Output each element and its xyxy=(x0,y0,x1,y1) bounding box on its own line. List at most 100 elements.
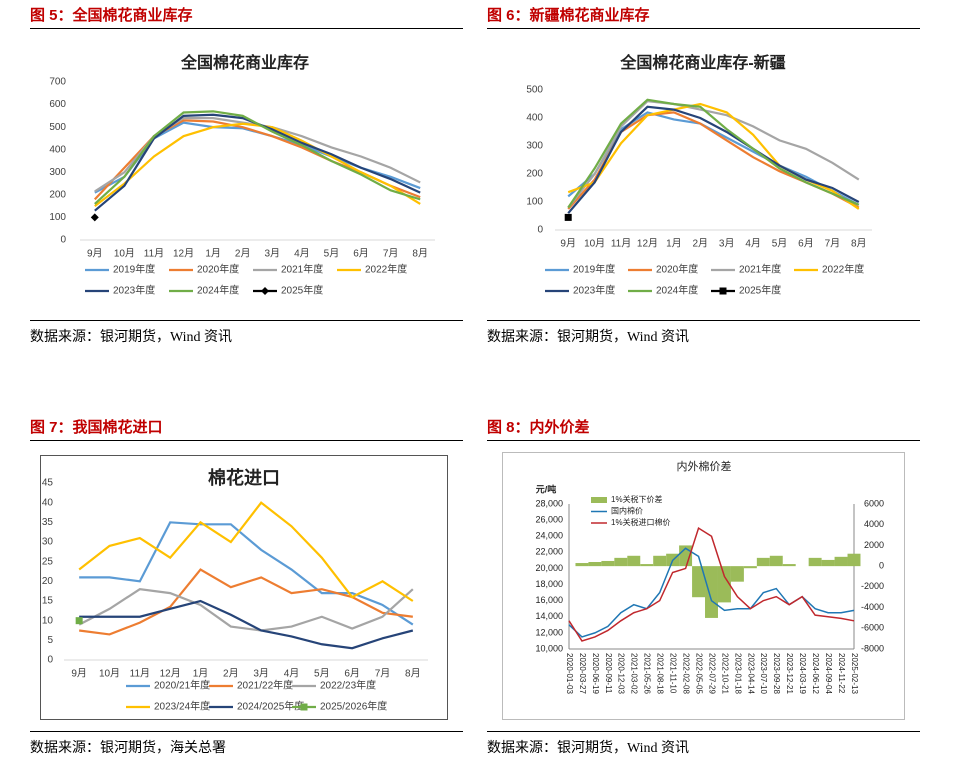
x-tick-label: 2月 xyxy=(223,668,239,680)
legend-label: 2024年度 xyxy=(656,284,698,297)
y-tick-label: 20,000 xyxy=(535,563,563,573)
series-line xyxy=(79,599,414,650)
source: 数据来源：银河期货，Wind 资讯 xyxy=(30,320,463,346)
y2-tick-label: 0 xyxy=(879,561,884,571)
x-tick-label: 2024-03-19 xyxy=(798,653,807,694)
x-tick-label: 2023-07-10 xyxy=(759,653,768,694)
chart: 全国棉花商业库存-新疆 0 100 200 300 400 500 9月 10月 11月 12月 1月… xyxy=(526,53,872,297)
x-tick-label: 2022-07-29 xyxy=(707,653,716,694)
series-line xyxy=(78,588,414,632)
y-tick-label: 10,000 xyxy=(535,643,563,653)
x-tick-label: 6月 xyxy=(344,668,360,680)
x-tick-label: 12月 xyxy=(160,668,181,680)
x-tick-label: 2021-03-02 xyxy=(630,653,639,694)
x-tick-label: 8月 xyxy=(851,238,867,250)
series-line xyxy=(568,527,855,642)
bar xyxy=(614,557,628,567)
bar xyxy=(769,555,783,567)
series-line xyxy=(567,111,860,206)
y-tick-label: 24,000 xyxy=(535,531,563,541)
x-tick-label: 2023-09-28 xyxy=(772,653,781,694)
series-line xyxy=(79,568,413,636)
x-tick-label: 2024-09-04 xyxy=(824,653,833,694)
bar xyxy=(588,562,602,567)
series-line xyxy=(94,113,421,212)
bar xyxy=(627,555,641,567)
legend-label: 2025年度 xyxy=(281,284,323,297)
x-tick-label: 9月 xyxy=(560,238,576,250)
x-tick-label: 2022-10-21 xyxy=(720,653,729,694)
bar xyxy=(821,559,835,567)
bar xyxy=(847,553,861,567)
bar xyxy=(743,566,757,569)
bar xyxy=(692,566,706,598)
x-tick-label: 3月 xyxy=(253,668,269,680)
y-tick-label: 100 xyxy=(49,212,66,223)
legend-label: 2023年度 xyxy=(573,284,615,297)
y-tick-label: 28,000 xyxy=(535,498,563,508)
y-tick-label: 400 xyxy=(526,113,543,124)
y2-tick-label: 6000 xyxy=(864,498,884,508)
source: 数据来源：银河期货，Wind 资讯 xyxy=(487,731,920,757)
x-tick-label: 11月 xyxy=(144,248,164,260)
x-tick-label: 2024-11-22 xyxy=(837,653,846,694)
x-tick-label: 2021-11-10 xyxy=(669,653,678,694)
y-tick-label: 45 xyxy=(42,478,54,489)
legend-label: 2021/22年度 xyxy=(237,679,293,692)
bar xyxy=(653,555,667,567)
y-tick-label: 0 xyxy=(47,655,53,666)
chart: 全国棉花商业库存 0 100 200 300 400 500 600 700 9月 10月 11月 12… xyxy=(49,53,435,297)
x-tick-label: 2020-06-19 xyxy=(591,653,600,694)
y-tick-label: 20 xyxy=(42,576,54,587)
y-tick-label: 30 xyxy=(42,537,54,548)
chart-title: 内外棉价差 xyxy=(677,459,732,473)
x-tick-label: 2022-02-08 xyxy=(681,653,690,694)
x-tick-label: 1月 xyxy=(666,238,682,250)
legend-label: 2024/2025年度 xyxy=(237,700,304,713)
y2-tick-label: -2000 xyxy=(861,581,884,591)
y-tick-label: 5 xyxy=(47,635,53,646)
bar xyxy=(782,564,796,567)
y-tick-label: 200 xyxy=(526,169,543,180)
x-tick-label: 7月 xyxy=(825,238,841,250)
y-tick-label: 600 xyxy=(49,99,66,110)
x-tick-label: 2024-06-12 xyxy=(811,653,820,694)
series-line xyxy=(94,122,421,208)
legend-swatch xyxy=(591,497,607,503)
x-tick-label: 2020-03-27 xyxy=(578,653,587,694)
y-tick-label: 300 xyxy=(49,167,66,178)
x-tick-label: 2020-01-03 xyxy=(565,653,574,694)
legend-label: 国内棉价 xyxy=(611,506,643,516)
legend-label: 2023年度 xyxy=(113,284,155,297)
x-tick-label: 10月 xyxy=(114,248,135,260)
y2-tick-label: 4000 xyxy=(864,519,884,529)
x-tick-label: 4月 xyxy=(294,248,310,260)
y-tick-label: 300 xyxy=(526,141,543,152)
series-line xyxy=(567,98,860,209)
y-tick-label: 15 xyxy=(42,596,54,607)
x-tick-label: 6月 xyxy=(353,248,369,260)
bar xyxy=(705,566,718,618)
y-tick-label: 10 xyxy=(42,615,54,626)
bar xyxy=(808,557,822,567)
x-tick-label: 2023-01-18 xyxy=(733,653,742,694)
x-tick-label: 2023-12-21 xyxy=(785,653,794,694)
x-tick-label: 3月 xyxy=(265,248,281,260)
y-axis-label: 元/吨 xyxy=(536,483,557,494)
bar xyxy=(640,564,654,567)
x-tick-label: 3月 xyxy=(719,238,735,250)
caption: 图 5：全国棉花商业库存 xyxy=(30,4,463,29)
x-tick-label: 2022-05-05 xyxy=(694,653,703,694)
legend-label: 2025/2026年度 xyxy=(320,700,387,713)
series-line xyxy=(567,100,860,209)
legend-marker xyxy=(261,287,269,295)
data-point xyxy=(75,617,83,625)
legend-label: 2023/24年度 xyxy=(154,700,210,713)
x-tick-label: 10月 xyxy=(99,668,120,680)
legend-marker xyxy=(300,703,308,711)
legend-label: 2020年度 xyxy=(197,263,239,276)
data-point xyxy=(564,213,572,221)
y-tick-label: 200 xyxy=(49,189,66,200)
